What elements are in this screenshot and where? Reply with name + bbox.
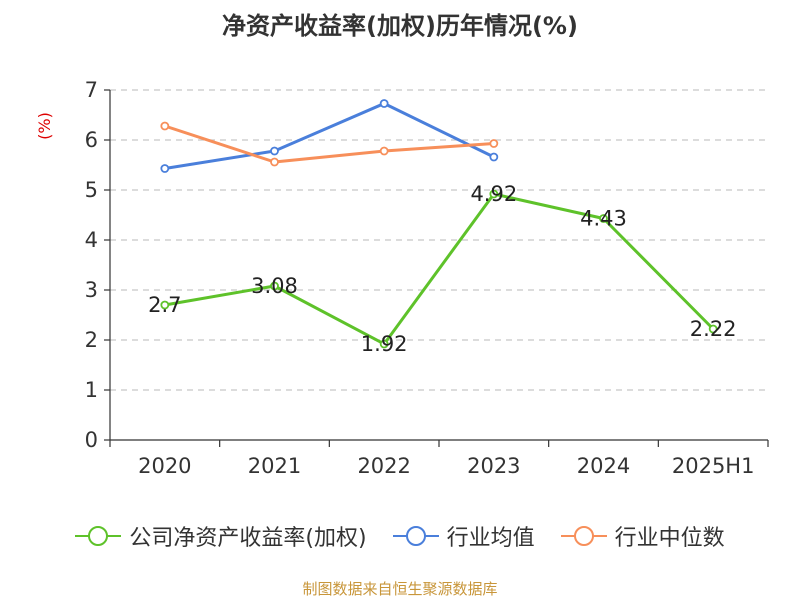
legend: 公司净资产收益率(加权) 行业均值 行业中位数 [0, 520, 800, 552]
data-point [379, 339, 389, 349]
y-tick-label: 5 [85, 178, 98, 202]
data-point [489, 139, 499, 148]
data-point [160, 300, 170, 310]
series-line [164, 192, 715, 346]
data-point [708, 324, 718, 334]
data-label: 1.92 [361, 332, 408, 356]
legend-swatch [560, 526, 607, 546]
chart-title: 净资产收益率(加权)历年情况(%) [222, 12, 578, 40]
legend-item[interactable]: 行业均值 [392, 520, 535, 552]
y-axis-label: (%) [35, 112, 54, 140]
legend-swatch-marker [88, 526, 109, 546]
legend-label: 公司净资产收益率(加权) [129, 526, 367, 551]
series-line [164, 102, 495, 170]
series [160, 99, 718, 349]
data-point [379, 99, 389, 108]
data-label: 2.22 [690, 317, 737, 341]
x-tick-label: 2023 [467, 454, 520, 478]
y-tick-label: 0 [85, 428, 98, 452]
data-labels: 2.7 3.08 1.92 4.92 4.43 2.22 [148, 182, 736, 356]
y-tick-label: 4 [85, 228, 98, 252]
y-tick-label: 7 [85, 78, 98, 102]
data-point [160, 121, 170, 131]
data-point [160, 164, 170, 173]
source-note: 制图数据来自恒生聚源数据库 [302, 580, 498, 598]
y-tick-label: 2 [85, 328, 98, 352]
data-point [599, 214, 608, 223]
data-point [489, 152, 499, 162]
legend-swatch [392, 526, 439, 546]
data-label: 3.08 [251, 274, 298, 298]
x-tick-label: 2025H1 [672, 454, 755, 478]
legend-label: 行业均值 [446, 526, 535, 551]
data-label: 2.7 [148, 293, 181, 317]
legend-item[interactable]: 行业中位数 [560, 520, 725, 552]
x-tick-label: 2021 [248, 454, 301, 478]
data-point [489, 189, 499, 199]
data-point [270, 146, 279, 156]
legend-swatch-marker [405, 526, 426, 546]
x-tick-label: 2024 [577, 454, 630, 478]
data-label: 4.43 [580, 207, 627, 231]
series-line [164, 124, 494, 164]
data-point [270, 281, 279, 291]
x-tick-label: 2020 [138, 454, 191, 478]
data-point [270, 157, 279, 167]
y-tick-label: 6 [85, 128, 98, 152]
legend-label: 行业中位数 [614, 526, 725, 551]
y-tick-label: 1 [85, 378, 98, 402]
legend-item[interactable]: 公司净资产收益率(加权) [75, 520, 367, 552]
data-point [379, 146, 389, 156]
legend-swatch-marker [573, 526, 594, 546]
y-tick-label: 3 [85, 278, 98, 302]
legend-swatch [75, 526, 122, 546]
gridlines [110, 89, 768, 391]
axes: 0 1 2 3 4 5 6 7 2020 2021 2022 2023 2024 2025H1 [85, 78, 769, 478]
data-label: 4.92 [470, 182, 517, 206]
x-tick-label: 2022 [357, 454, 410, 478]
